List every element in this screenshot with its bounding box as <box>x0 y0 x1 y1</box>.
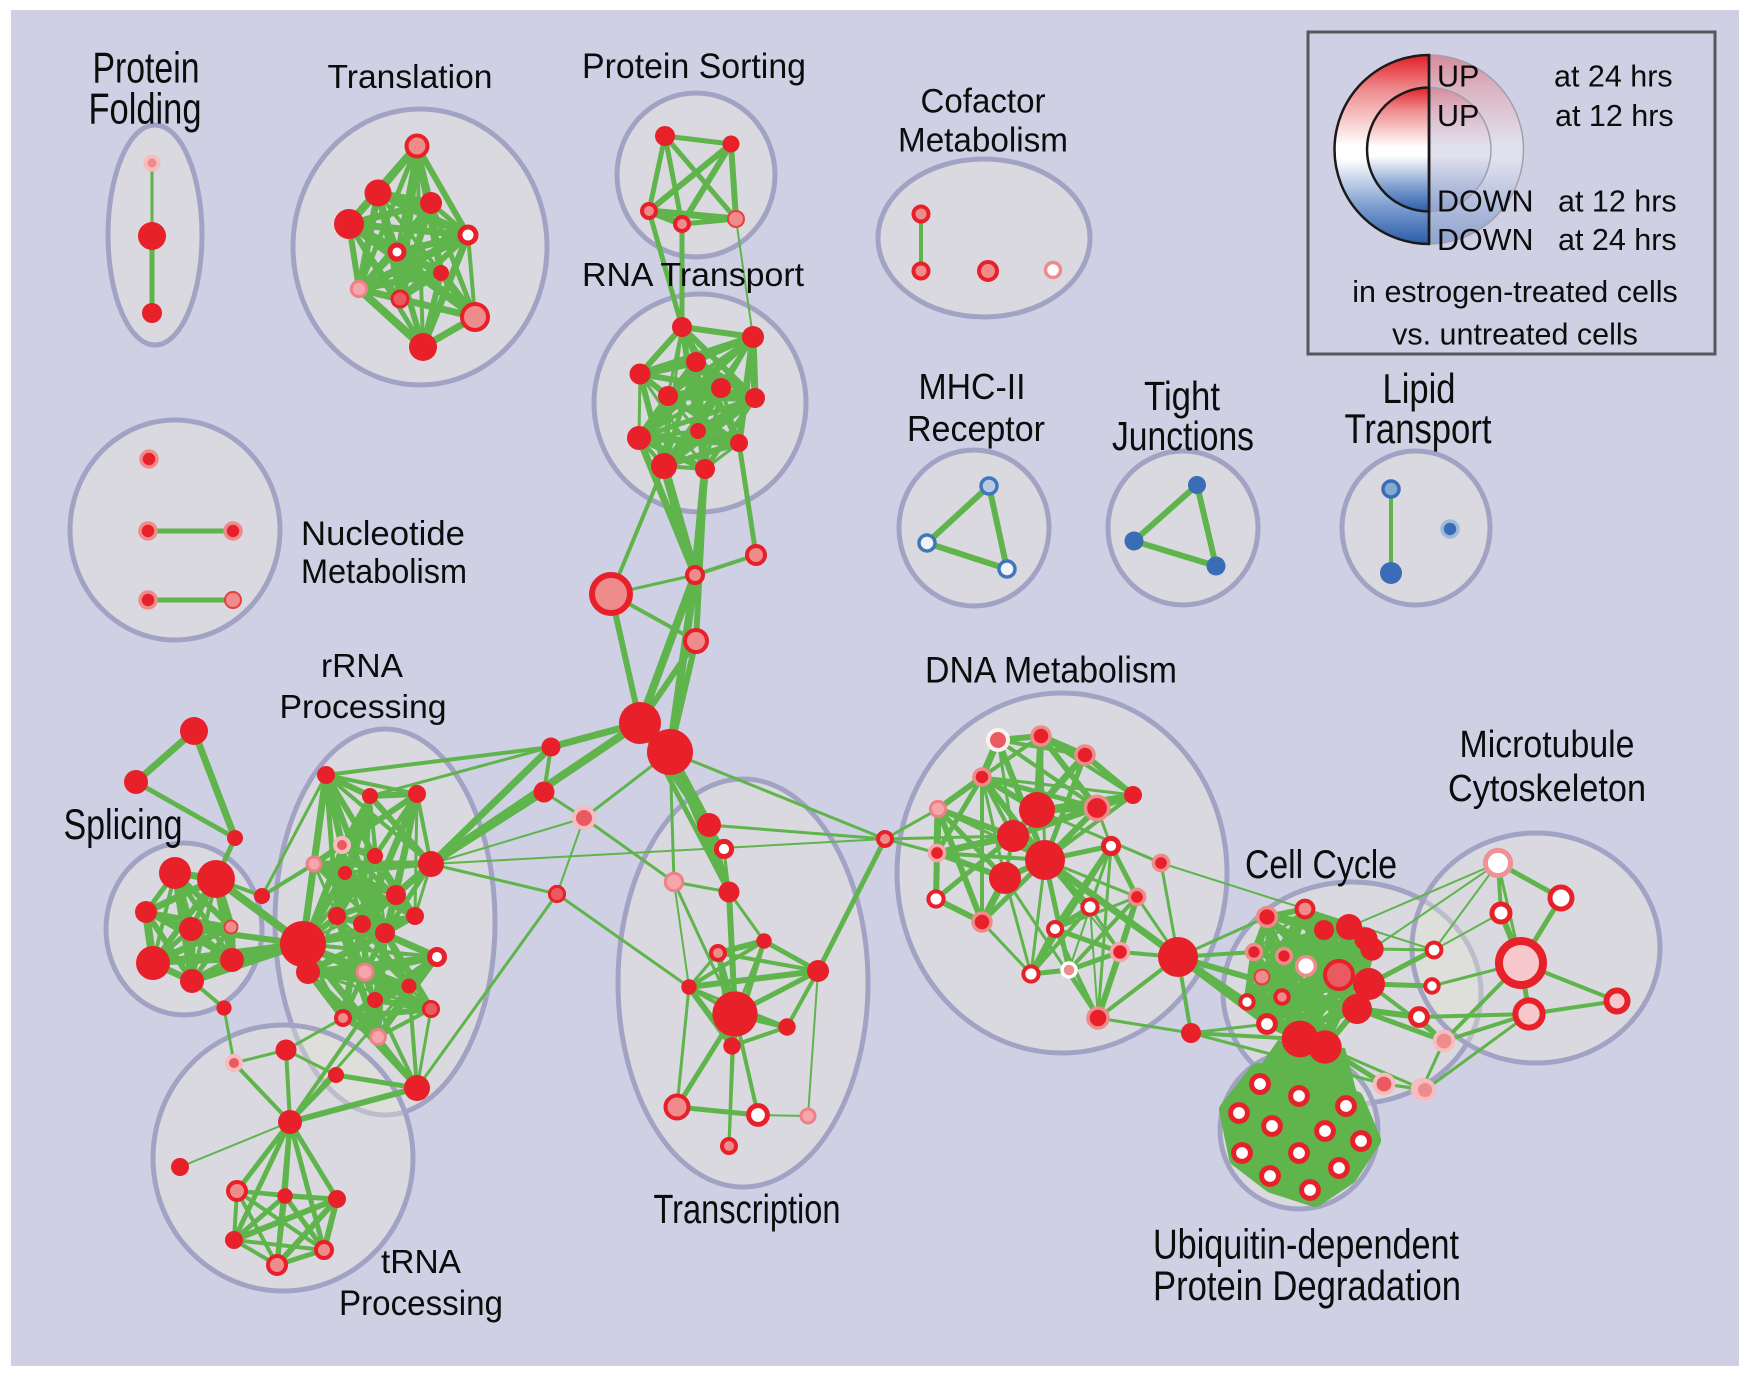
svg-text:UP: UP <box>1437 99 1479 133</box>
svg-text:Receptor: Receptor <box>907 408 1045 449</box>
svg-text:at 24 hrs: at 24 hrs <box>1558 223 1677 257</box>
svg-text:at 12 hrs: at 12 hrs <box>1555 99 1674 133</box>
svg-text:UP: UP <box>1437 60 1479 94</box>
svg-text:Cytoskeleton: Cytoskeleton <box>1448 768 1646 810</box>
svg-text:tRNA: tRNA <box>381 1243 461 1280</box>
svg-text:Splicing: Splicing <box>64 801 183 849</box>
svg-text:in estrogen-treated cells: in estrogen-treated cells <box>1352 275 1678 309</box>
svg-text:Transcription: Transcription <box>654 1186 841 1232</box>
svg-text:Metabolism: Metabolism <box>898 122 1068 160</box>
svg-text:Protein: Protein <box>93 44 200 93</box>
svg-text:Metabolism: Metabolism <box>301 553 467 591</box>
svg-text:Processing: Processing <box>280 689 447 726</box>
svg-text:DOWN: DOWN <box>1437 223 1534 257</box>
svg-text:Microtubule: Microtubule <box>1460 724 1635 766</box>
svg-text:DOWN: DOWN <box>1437 185 1534 219</box>
svg-text:Tight: Tight <box>1144 373 1221 419</box>
svg-text:Cofactor: Cofactor <box>921 83 1046 121</box>
svg-text:DNA Metabolism: DNA Metabolism <box>925 650 1177 691</box>
svg-text:MHC-II: MHC-II <box>919 366 1026 407</box>
svg-text:Folding: Folding <box>89 85 202 134</box>
svg-text:Translation: Translation <box>328 59 493 96</box>
svg-text:Lipid: Lipid <box>1383 365 1456 412</box>
svg-text:Protein Degradation: Protein Degradation <box>1153 1262 1461 1309</box>
svg-text:Processing: Processing <box>339 1284 503 1323</box>
svg-text:Transport: Transport <box>1345 405 1492 452</box>
svg-text:Nucleotide: Nucleotide <box>301 515 465 553</box>
svg-text:Ubiquitin-dependent: Ubiquitin-dependent <box>1153 1221 1459 1268</box>
svg-text:Cell Cycle: Cell Cycle <box>1245 843 1397 887</box>
svg-text:Protein Sorting: Protein Sorting <box>582 47 806 86</box>
svg-text:vs. untreated cells: vs. untreated cells <box>1392 318 1638 352</box>
svg-text:RNA Transport: RNA Transport <box>582 257 805 294</box>
svg-text:at 24 hrs: at 24 hrs <box>1554 60 1673 94</box>
svg-text:rRNA: rRNA <box>321 648 404 685</box>
svg-text:Junctions: Junctions <box>1112 413 1254 459</box>
svg-text:at 12 hrs: at 12 hrs <box>1558 185 1677 219</box>
